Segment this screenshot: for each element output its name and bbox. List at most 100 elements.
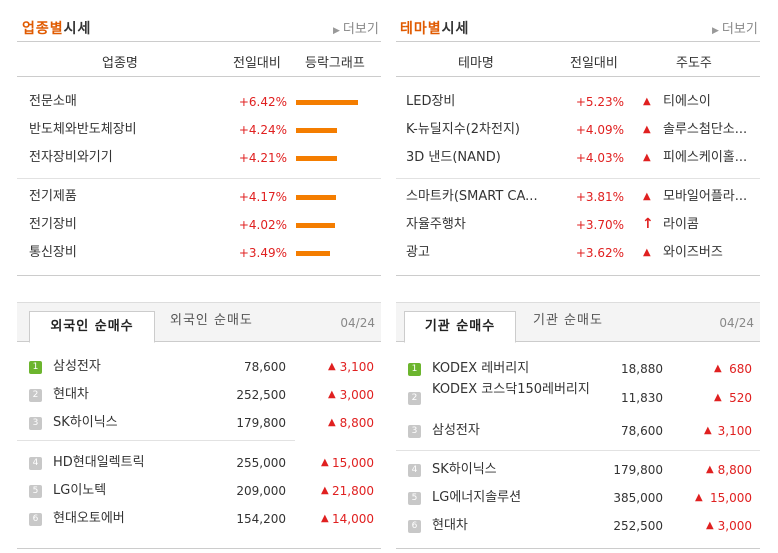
industry-change-bar [296, 195, 336, 200]
divider [396, 76, 760, 77]
rank-badge: 1 [29, 360, 42, 374]
theme-rate: +4.03% [575, 151, 624, 165]
institution-stock-row[interactable]: 1 KODEX 레버리지 18,880 ▲ 680 [396, 358, 760, 380]
stock-change: 3,100 [339, 360, 374, 374]
theme-leader-link[interactable]: 와이즈버즈 [663, 245, 723, 260]
stock-change: 680 [729, 362, 752, 376]
institution-tabbar: 기관 순매수 기관 순매도 04/24 [396, 302, 760, 343]
stock-price: 18,880 [621, 362, 663, 376]
industry-name-link[interactable]: 전자장비와기기 [29, 150, 113, 165]
stock-name-link[interactable]: 현대오토에버 [53, 511, 125, 526]
stock-change: 8,800 [339, 416, 374, 430]
industry-row[interactable]: 전문소매 +6.42% [17, 91, 381, 113]
theme-leader-link[interactable]: 라이콤 [663, 217, 699, 232]
institution-stock-row[interactable]: 5 LG에너지솔루션 385,000 ▲ 15,000 [396, 487, 760, 509]
divider [17, 76, 381, 77]
rank-badge: 2 [29, 388, 42, 402]
industry-title: 업종별시세 [22, 21, 92, 37]
theme-row[interactable]: 광고 +3.62% ▲ 와이즈버즈 [396, 242, 760, 264]
foreign-stock-row[interactable]: 2 현대차 252,500 ▲ 3,000 [17, 384, 381, 406]
stock-name-link[interactable]: 현대차 [53, 387, 89, 402]
stock-name-link[interactable]: HD현대일렉트릭 [53, 455, 145, 470]
stock-change: 14,000 [332, 512, 374, 526]
theme-name-link[interactable]: 스마트카(SMART CA... [406, 189, 538, 204]
theme-leader-link[interactable]: 티에스이 [663, 94, 711, 109]
stock-name-link[interactable]: 삼성전자 [53, 359, 101, 374]
industry-row[interactable]: 전자장비와기기 +4.21% [17, 147, 381, 169]
rank-badge: 6 [29, 512, 42, 526]
industry-row[interactable]: 전기장비 +4.02% [17, 214, 381, 236]
theme-name-link[interactable]: 3D 낸드(NAND) [406, 150, 501, 165]
divider [396, 548, 760, 549]
stock-change: 3,000 [339, 388, 374, 402]
theme-name-link[interactable]: K-뉴딜지수(2차전지) [406, 122, 520, 137]
theme-row[interactable]: 스마트카(SMART CA... +3.81% ▲ 모바일어플라... [396, 186, 760, 208]
triangle-up-icon: ▲ [706, 520, 714, 531]
theme-name-link[interactable]: 광고 [406, 245, 430, 260]
stock-change: 15,000 [332, 456, 374, 470]
triangle-up-icon: ▲ [328, 417, 336, 428]
rank-badge: 5 [408, 491, 421, 505]
theme-title: 테마별시세 [400, 21, 470, 37]
foreign-stock-row[interactable]: 6 현대오토에버 154,200 ▲ 14,000 [17, 508, 381, 530]
rank-badge: 4 [408, 463, 421, 477]
institution-stock-row[interactable]: 4 SK하이닉스 179,800 ▲ 8,800 [396, 459, 760, 481]
stock-name-link[interactable]: KODEX 코스닥150레버리지 [432, 382, 590, 397]
industry-row[interactable]: 전기제품 +4.17% [17, 186, 381, 208]
industry-name-link[interactable]: 통신장비 [29, 245, 77, 260]
stock-name-link[interactable]: 현대차 [432, 518, 468, 533]
industry-name-link[interactable]: 전문소매 [29, 94, 77, 109]
foreign-stock-row[interactable]: 3 SK하이닉스 179,800 ▲ 8,800 [17, 412, 381, 434]
institution-stock-row[interactable]: 6 현대차 252,500 ▲ 3,000 [396, 515, 760, 537]
stock-change: 15,000 [710, 491, 752, 505]
theme-name-link[interactable]: 자율주행차 [406, 217, 466, 232]
stock-price: 78,600 [621, 424, 663, 438]
tab-institution-net-sell[interactable]: 기관 순매도 [533, 313, 603, 328]
triangle-up-icon: ▲ [695, 492, 703, 503]
industry-name-link[interactable]: 전기장비 [29, 217, 77, 232]
theme-leader-link[interactable]: 모바일어플라... [663, 189, 748, 204]
industry-row[interactable]: 통신장비 +3.49% [17, 242, 381, 264]
institution-stock-row[interactable]: 2 KODEX 코스닥150레버리지 11,830 ▲ 520 [396, 380, 760, 416]
industry-change-bar [296, 156, 337, 161]
industry-change-bar [296, 251, 330, 256]
stock-price: 252,500 [236, 388, 286, 402]
stock-name-link[interactable]: 삼성전자 [432, 423, 480, 438]
institution-date: 04/24 [719, 316, 754, 330]
divider [396, 178, 760, 179]
theme-row[interactable]: 자율주행차 +3.70% ↑ 라이콤 [396, 214, 760, 236]
theme-rate: +3.81% [575, 190, 624, 204]
institution-stock-row[interactable]: 3 삼성전자 78,600 ▲ 3,100 [396, 420, 760, 442]
foreign-stock-row[interactable]: 4 HD현대일렉트릭 255,000 ▲ 15,000 [17, 452, 381, 474]
industry-row[interactable]: 반도체와반도체장비 +4.24% [17, 119, 381, 141]
theme-more-link[interactable]: ▶ 더보기 [712, 22, 758, 37]
stock-price: 179,800 [613, 463, 663, 477]
stock-change: 3,100 [717, 424, 752, 438]
industry-name-link[interactable]: 반도체와반도체장비 [29, 122, 137, 137]
theme-row[interactable]: K-뉴딜지수(2차전지) +4.09% ▲ 솔루스첨단소... [396, 119, 760, 141]
industry-more-link[interactable]: ▶ 더보기 [333, 22, 379, 37]
theme-row[interactable]: 3D 낸드(NAND) +4.03% ▲ 피에스케이홀... [396, 147, 760, 169]
theme-leader-link[interactable]: 피에스케이홀... [663, 150, 748, 165]
triangle-up-icon: ▲ [643, 191, 651, 202]
foreign-stock-row[interactable]: 5 LG이노텍 209,000 ▲ 21,800 [17, 480, 381, 502]
col-theme-change: 전일대비 [570, 56, 618, 71]
industry-rate: +6.42% [238, 95, 287, 109]
stock-name-link[interactable]: LG이노텍 [53, 483, 107, 498]
tab-foreign-net-buy[interactable]: 외국인 순매수 [29, 311, 155, 343]
industry-change-bar [296, 100, 358, 105]
foreign-stock-row[interactable]: 1 삼성전자 78,600 ▲ 3,100 [17, 356, 381, 378]
stock-name-link[interactable]: LG에너지솔루션 [432, 490, 522, 505]
theme-name-link[interactable]: LED장비 [406, 94, 456, 109]
stock-name-link[interactable]: SK하이닉스 [432, 462, 497, 477]
stock-name-link[interactable]: SK하이닉스 [53, 415, 118, 430]
theme-row[interactable]: LED장비 +5.23% ▲ 티에스이 [396, 91, 760, 113]
theme-rate: +3.62% [575, 246, 624, 260]
industry-name-link[interactable]: 전기제품 [29, 189, 77, 204]
industry-rate: +4.21% [238, 151, 287, 165]
theme-leader-link[interactable]: 솔루스첨단소... [663, 122, 748, 137]
foreign-date: 04/24 [340, 316, 375, 330]
tab-foreign-net-sell[interactable]: 외국인 순매도 [170, 313, 253, 328]
stock-name-link[interactable]: KODEX 레버리지 [432, 361, 530, 376]
tab-institution-net-buy[interactable]: 기관 순매수 [404, 311, 516, 343]
